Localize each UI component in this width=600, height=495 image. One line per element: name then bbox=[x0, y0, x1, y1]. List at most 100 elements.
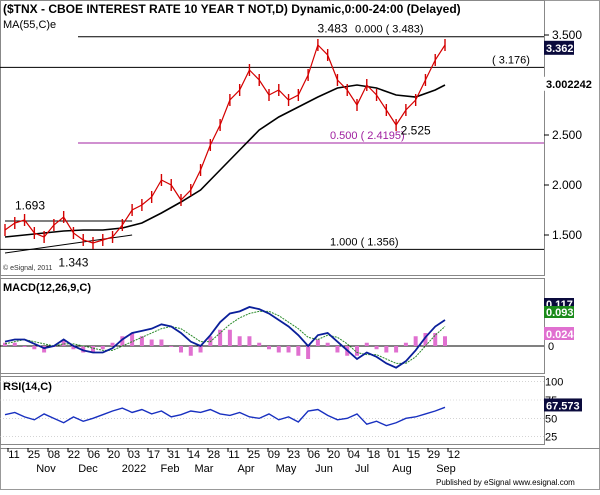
price-annotation: 1.343 bbox=[58, 256, 88, 270]
macd-histogram-bar bbox=[198, 346, 203, 353]
x-day-label: 14 bbox=[188, 449, 200, 461]
macd-histogram-bar bbox=[296, 346, 301, 356]
x-day-label: 01 bbox=[388, 449, 400, 461]
macd-histogram-bar bbox=[315, 339, 320, 346]
hist-value-badge: 0.024 bbox=[546, 329, 574, 341]
macd-histogram-bar bbox=[159, 339, 164, 346]
macd-histogram-bar bbox=[306, 346, 311, 359]
fib-level-label: 0.500 ( 2.4195) bbox=[330, 130, 405, 142]
macd-histogram-bar bbox=[227, 329, 232, 346]
price-tick-label: 2.000 bbox=[552, 178, 582, 192]
macd-histogram-bar bbox=[247, 336, 252, 346]
x-month-label: Mar bbox=[195, 463, 214, 475]
macd-histogram-bar bbox=[423, 333, 428, 346]
macd-histogram-bar bbox=[433, 333, 438, 346]
fib-level-label: ( 3.176) bbox=[492, 54, 530, 66]
price-tick-label: 3.500 bbox=[552, 28, 582, 42]
macd-histogram-bar bbox=[120, 336, 125, 346]
macd-histogram-bar bbox=[42, 346, 47, 353]
published-by: Published by eSignal bbox=[436, 478, 511, 487]
x-day-label: 11 bbox=[228, 449, 239, 461]
x-day-label: 06 bbox=[88, 449, 100, 461]
macd-histogram-bar bbox=[394, 346, 399, 353]
signal-value-badge: 0.093 bbox=[546, 307, 574, 319]
macd-histogram-bar bbox=[3, 342, 7, 346]
fib-level-label: 0.000 ( 3.483) bbox=[355, 24, 424, 36]
rsi-value-badge-bg bbox=[544, 398, 582, 412]
price-line bbox=[4, 43, 446, 244]
rsi-panel: 10075502567.573 bbox=[0, 377, 582, 444]
x-month-label: Dec bbox=[78, 463, 98, 475]
macd-histogram-bar bbox=[91, 346, 95, 353]
price-tick-label: 2.500 bbox=[552, 128, 582, 142]
macd-histogram-bar bbox=[384, 346, 389, 353]
x-day-label: 15 bbox=[408, 449, 420, 461]
rsi-label: RSI(14,C) bbox=[3, 381, 52, 393]
ma-label: MA(55,C)e bbox=[3, 19, 56, 31]
macd-histogram-bar bbox=[61, 339, 66, 346]
x-day-label: 17 bbox=[148, 449, 160, 461]
macd-histogram-bar bbox=[237, 336, 242, 346]
x-day-label: 18 bbox=[368, 449, 380, 461]
price-panel-frame bbox=[0, 0, 545, 276]
publisher-url[interactable]: www.esignal.com bbox=[512, 478, 575, 487]
macd-histogram-bar bbox=[110, 342, 115, 346]
macd-histogram-bar bbox=[443, 336, 447, 346]
macd-histogram-bar bbox=[335, 346, 340, 353]
x-day-label: 08 bbox=[48, 449, 60, 461]
x-day-label: 23 bbox=[288, 449, 300, 461]
x-month-label: Feb bbox=[161, 463, 180, 475]
macd-histogram-bar bbox=[22, 346, 27, 347]
macd-histogram-bar bbox=[267, 346, 271, 350]
rsi-tick-label: 100 bbox=[545, 377, 563, 389]
rsi-line bbox=[4, 406, 446, 427]
signal-value-badge-bg bbox=[544, 306, 574, 318]
macd-histogram-bar bbox=[139, 336, 144, 346]
macd-histogram-bar bbox=[81, 346, 86, 353]
macd-histogram-bar bbox=[188, 346, 193, 356]
x-day-label: 28 bbox=[208, 449, 220, 461]
macd-zero-label: 0 bbox=[548, 341, 554, 353]
rsi-tick-label: 25 bbox=[545, 432, 557, 444]
x-day-label: 12 bbox=[448, 449, 460, 461]
x-day-label: 31 bbox=[168, 449, 180, 461]
macd-histogram-bar bbox=[364, 342, 369, 346]
fib-level-label: 1.000 ( 1.356) bbox=[330, 236, 399, 248]
macd-line bbox=[4, 306, 446, 369]
last-price-badge-bg bbox=[544, 40, 574, 55]
macd-histogram-bar bbox=[130, 333, 135, 346]
x-day-label: 25 bbox=[248, 449, 260, 461]
macd-histogram-bar bbox=[355, 346, 359, 356]
x-month-label: Apr bbox=[237, 463, 254, 475]
macd-histogram-bar bbox=[32, 346, 37, 350]
macd-histogram-bar bbox=[286, 346, 291, 353]
price-annotation: 1.693 bbox=[15, 199, 45, 213]
x-axis: 11 25 08 22 06 20 03 17 31 14 28 11 25 09 23 06 20 04 18 01… bbox=[7, 448, 460, 475]
x-day-label: 20 bbox=[328, 449, 340, 461]
ma-value-badge: 3.002242 bbox=[546, 79, 592, 91]
x-month-label: Jul bbox=[355, 463, 369, 475]
price-annotation: 2.525 bbox=[401, 124, 431, 138]
macd-histogram-bar bbox=[71, 346, 76, 350]
x-day-label: 03 bbox=[128, 449, 140, 461]
macd-label: MACD(12,26,9,C) bbox=[3, 282, 91, 294]
macd-histogram-bar bbox=[12, 342, 17, 346]
x-month-label: 2022 bbox=[122, 463, 146, 475]
price-annotation: 3.483 bbox=[318, 22, 348, 36]
x-month-label: May bbox=[276, 463, 297, 475]
copyright-text: © eSignal, 2011 bbox=[3, 264, 53, 272]
x-day-label: 25 bbox=[28, 449, 40, 461]
macd-histogram-bar bbox=[374, 346, 379, 350]
ma-line bbox=[4, 84, 446, 238]
x-month-label: Aug bbox=[392, 463, 412, 475]
macd-histogram-bar bbox=[218, 329, 223, 346]
chart-title: ($TNX - CBOE INTEREST RATE 10 YEAR T NOT… bbox=[3, 2, 461, 16]
hist-value-badge-bg bbox=[544, 327, 574, 340]
price-tick-label: 1.500 bbox=[552, 228, 582, 242]
x-month-label: Nov bbox=[36, 463, 56, 475]
macd-histogram-bar bbox=[403, 342, 408, 346]
macd-histogram-bar bbox=[179, 346, 183, 353]
x-day-label: 22 bbox=[68, 449, 80, 461]
